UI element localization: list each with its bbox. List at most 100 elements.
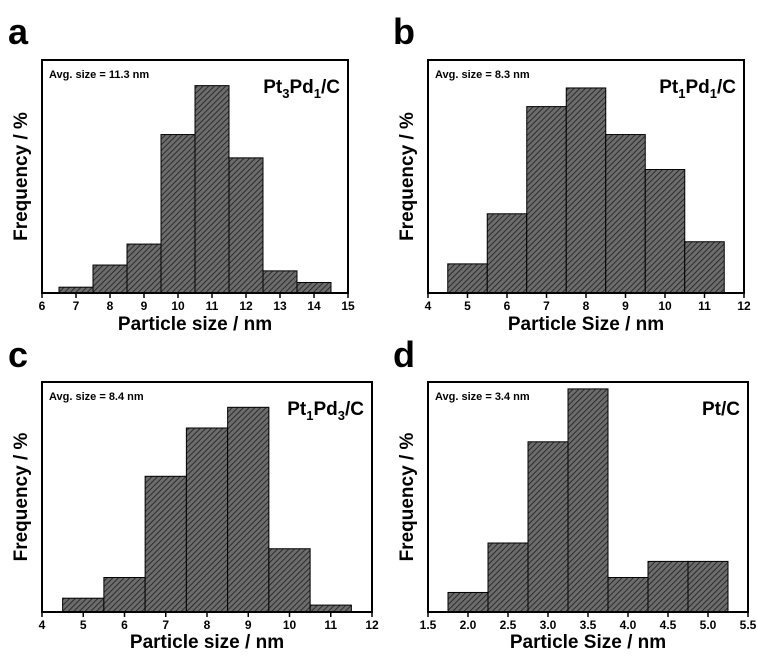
histogram-bar <box>92 264 128 294</box>
sample-label-subscript: 1 <box>314 86 321 101</box>
x-tick-label: 11 <box>698 299 711 313</box>
x-tick-label: 2.5 <box>500 618 517 632</box>
avg-size-annotation: Avg. size = 8.4 nm <box>49 391 144 403</box>
x-tick-label: 15 <box>341 299 355 313</box>
sample-label-text: /C <box>321 77 340 98</box>
x-tick-label: 10 <box>658 299 672 313</box>
y-axis-label: Frequency / % <box>11 112 32 241</box>
plot-frame <box>41 59 349 294</box>
panel-b: 4 5 6 7 8 9 10 11 12 Particle Size / nm Frequency … <box>393 11 751 335</box>
x-tick-label: 5.5 <box>740 618 757 632</box>
x-tick-label: 12 <box>737 299 751 313</box>
sample-label-subscript: 3 <box>282 86 289 101</box>
sample-label-subscript: 1 <box>678 86 685 101</box>
histogram-bar <box>262 270 298 294</box>
y-axis-label: Frequency / % <box>397 112 418 241</box>
sample-label: Pt1Pd1/C <box>659 77 736 101</box>
sample-label-text: Pt <box>263 77 283 98</box>
histogram-bar <box>687 560 729 613</box>
histogram-bar <box>565 87 607 294</box>
x-tick-label: 12 <box>239 299 253 313</box>
sample-label-text: /C <box>717 77 736 98</box>
histogram-bar <box>647 560 689 613</box>
sample-label: Pt3Pd1/C <box>263 77 340 101</box>
avg-size-annotation: Avg. size = 3.4 nm <box>435 391 530 403</box>
panel-letter: b <box>393 11 415 52</box>
x-tick-label: 2.0 <box>460 618 477 632</box>
x-tick-label: 11 <box>324 618 337 632</box>
histogram-bar <box>309 604 352 613</box>
x-tick-label: 10 <box>171 299 185 313</box>
x-tick-label: 1.5 <box>420 618 437 632</box>
x-tick-label: 5 <box>80 618 87 632</box>
x-tick-label: 4.0 <box>620 618 637 632</box>
x-tick-label: 7 <box>543 299 550 313</box>
x-tick-label: 13 <box>273 299 287 313</box>
panel-letter: d <box>393 334 415 375</box>
x-tick-label: 3.5 <box>580 618 597 632</box>
histogram-bar <box>62 597 105 613</box>
histogram-bar <box>227 406 270 613</box>
x-tick-label: 6 <box>121 618 128 632</box>
avg-size-annotation: Avg. size = 11.3 nm <box>49 69 149 81</box>
x-tick-label: 8 <box>107 299 114 313</box>
histogram-bar <box>607 577 649 613</box>
x-tick-label: 9 <box>245 618 252 632</box>
x-tick-label: 6 <box>504 299 511 313</box>
histogram-bar <box>486 213 528 294</box>
histogram-bar <box>268 548 311 613</box>
x-tick-label: 9 <box>622 299 629 313</box>
histogram-bar <box>194 85 230 294</box>
x-tick-label: 4 <box>425 299 432 313</box>
x-axis-label: Particle Size / nm <box>508 314 664 335</box>
histogram-bar <box>447 591 489 613</box>
histogram-bar <box>144 475 187 613</box>
panel-letter: c <box>8 334 28 375</box>
sample-label-subscript: 3 <box>338 408 345 423</box>
histogram-bar <box>487 542 529 613</box>
x-tick-label: 3.0 <box>540 618 557 632</box>
sample-label-subscript: 1 <box>306 408 313 423</box>
sample-label: Pt1Pd3/C <box>287 399 364 423</box>
histogram-bar <box>605 134 646 294</box>
x-tick-label: 6 <box>39 299 46 313</box>
sample-label-text: Pd <box>313 399 337 420</box>
avg-size-annotation: Avg. size = 8.3 nm <box>435 69 530 81</box>
histogram-bar <box>447 263 488 294</box>
histogram-bar <box>644 169 686 294</box>
x-tick-label: 8 <box>204 618 211 632</box>
y-axis-label: Frequency / % <box>11 432 32 561</box>
histogram-bar <box>567 388 609 613</box>
x-tick-label: 9 <box>141 299 148 313</box>
sample-label-text: Pd <box>289 77 313 98</box>
y-axis-label: Frequency / % <box>397 432 418 561</box>
histogram-bar <box>527 441 569 613</box>
x-tick-label: 14 <box>307 299 321 313</box>
sample-label-text: Pt <box>287 399 307 420</box>
x-tick-label: 4.5 <box>660 618 677 632</box>
x-axis-label: Particle size / nm <box>118 314 272 335</box>
sample-label-text: Pt/C <box>702 399 740 420</box>
sample-label-text: Pt <box>659 77 679 98</box>
sample-label: Pt/C <box>702 399 740 420</box>
histogram-bar <box>126 243 162 294</box>
x-axis-label: Particle size / nm <box>130 632 284 651</box>
x-tick-label: 5 <box>464 299 471 313</box>
x-tick-label: 12 <box>365 618 379 632</box>
histogram-bar <box>296 282 332 294</box>
sample-label-text: Pd <box>685 77 709 98</box>
panel-d: 1.5 2.0 2.5 3.0 3.5 4.0 4.5 5.0 5.5 Particle Size… <box>393 334 757 653</box>
panel-c: 4 5 6 7 8 9 10 11 12 Particle size / nm Frequency … <box>8 334 379 653</box>
x-tick-label: 7 <box>162 618 169 632</box>
x-tick-label: 8 <box>583 299 590 313</box>
sample-label-text: /C <box>345 399 364 420</box>
x-tick-label: 4 <box>39 618 46 632</box>
panel-letter: a <box>8 11 29 52</box>
histogram-bar <box>185 427 229 613</box>
x-axis-label: Particle Size / nm <box>510 632 666 651</box>
histogram-bar <box>684 241 725 294</box>
histogram-bar <box>526 106 567 294</box>
